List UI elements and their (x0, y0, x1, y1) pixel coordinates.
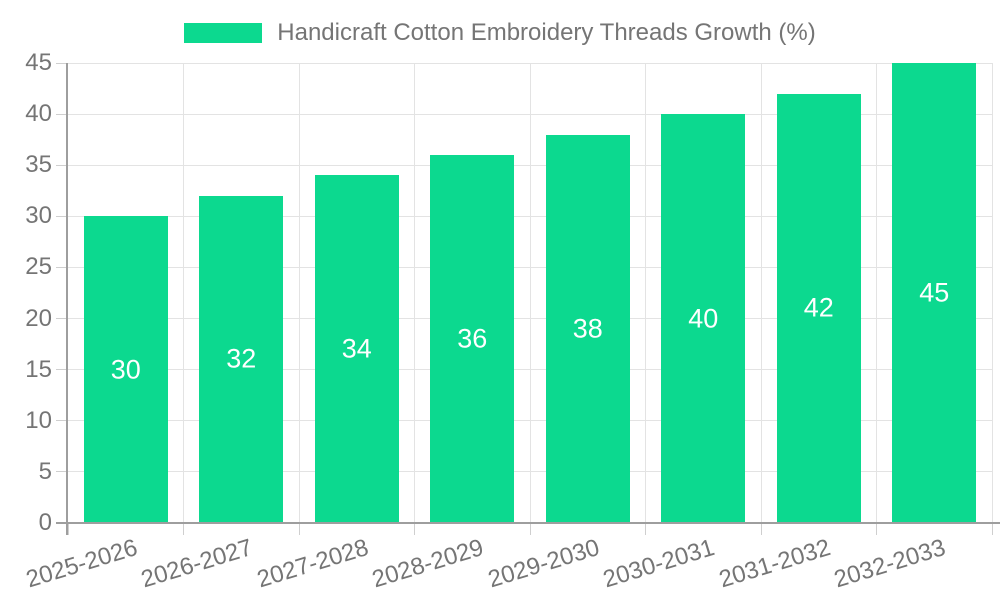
legend-label: Handicraft Cotton Embroidery Threads Gro… (277, 19, 816, 46)
x-axis-tick (991, 523, 993, 535)
bar-value-label: 30 (110, 354, 141, 385)
y-axis-tick (56, 215, 68, 217)
v-gridline (414, 63, 415, 523)
y-axis-tick (56, 164, 68, 166)
bar (430, 155, 515, 523)
y-axis-tick-label: 30 (25, 202, 52, 230)
bar (83, 216, 168, 523)
y-axis-line (66, 63, 68, 535)
x-axis-tick-label: 2028-2029 (369, 534, 488, 594)
x-axis-tick-label: 2031-2032 (715, 534, 834, 594)
bar-value-label: 36 (457, 323, 488, 354)
x-axis-tick (760, 523, 762, 535)
bar (892, 63, 977, 523)
v-gridline (991, 63, 993, 523)
x-axis-tick (67, 523, 69, 535)
x-axis-tick-label: 2030-2031 (600, 534, 719, 594)
y-axis-tick-label: 20 (25, 304, 52, 332)
bar-value-label: 45 (919, 277, 950, 308)
v-gridline (529, 63, 531, 523)
bar-value-label: 38 (572, 313, 603, 344)
bar-value-label: 40 (688, 303, 719, 334)
x-axis-tick-label: 2032-2033 (831, 534, 950, 594)
v-gridline (645, 63, 646, 523)
y-axis-tick (56, 113, 68, 115)
y-axis-tick (56, 420, 68, 422)
y-axis-tick-label: 35 (25, 151, 52, 179)
x-axis-tick (298, 523, 300, 535)
x-axis-line (56, 522, 1000, 524)
y-axis-tick (56, 62, 68, 64)
bar (545, 134, 630, 523)
x-axis-tick (183, 523, 184, 535)
x-axis-tick-label: 2027-2028 (253, 534, 372, 594)
bar (661, 114, 746, 523)
y-axis-tick-label: 10 (25, 406, 52, 434)
v-gridline (298, 63, 300, 523)
x-axis-tick (645, 523, 646, 535)
y-axis-tick (56, 369, 68, 371)
legend-swatch (184, 23, 263, 43)
x-axis-tick (414, 523, 415, 535)
bar-value-label: 34 (341, 333, 372, 364)
legend-item[interactable]: Handicraft Cotton Embroidery Threads Gro… (0, 21, 1000, 45)
y-axis-tick (56, 471, 68, 473)
x-axis-tick (529, 523, 531, 535)
x-axis-tick-label: 2029-2030 (484, 534, 603, 594)
y-axis-tick-label: 0 (38, 509, 52, 536)
v-gridline (876, 63, 877, 523)
bar-value-label: 32 (226, 343, 257, 374)
x-axis-tick (876, 523, 877, 535)
y-axis-tick-label: 40 (25, 100, 52, 128)
x-axis-tick-label: 2026-2027 (138, 534, 257, 594)
y-axis-tick (56, 266, 68, 268)
y-axis-tick-label: 45 (25, 49, 52, 76)
bar-value-label: 42 (803, 292, 834, 323)
bar (314, 175, 399, 523)
bar (199, 195, 284, 523)
x-axis-tick-label: 2025-2026 (22, 534, 141, 594)
v-gridline (183, 63, 184, 523)
v-gridline (760, 63, 762, 523)
bar (776, 93, 861, 523)
y-axis-tick-label: 25 (25, 253, 52, 281)
y-axis-tick-label: 15 (25, 355, 52, 383)
y-axis-tick (56, 318, 68, 320)
y-axis-tick-label: 5 (38, 457, 52, 485)
